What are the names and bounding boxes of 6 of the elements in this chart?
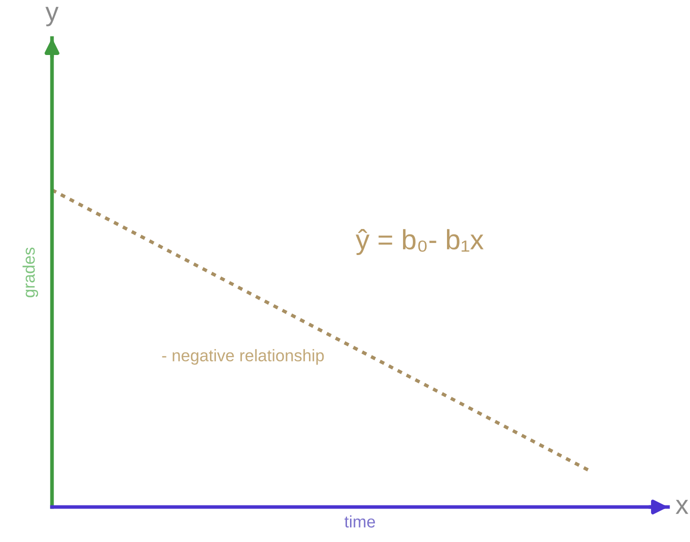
annotation: ŷ = b₀- b₁x bbox=[356, 229, 484, 256]
text: y bbox=[45, 6, 59, 26]
annotation: - negative relationship bbox=[162, 349, 324, 365]
annotation: x bbox=[676, 500, 688, 514]
y-axis-title: grades bbox=[22, 248, 38, 298]
x-axis-title: time bbox=[344, 515, 376, 528]
